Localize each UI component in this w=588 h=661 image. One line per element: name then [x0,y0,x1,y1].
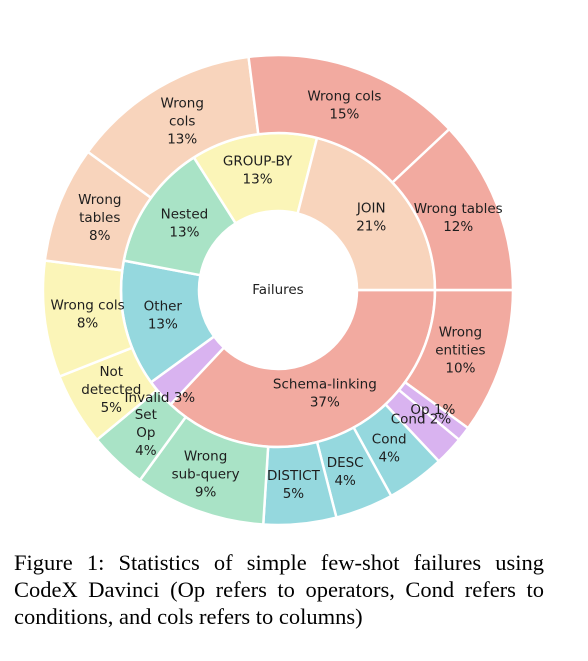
outer-op-1-pct: Op 1% [410,402,455,418]
center-label: Failures [252,282,303,298]
outer-not-detected-5-label: detected [81,382,141,398]
outer-desc-4-pct: 4% [334,473,356,489]
segment-labels: Schema-linking 37% Invalid 3% Other 13% Neste… [50,89,502,503]
outer-wrong-entities-10-label: entities [435,343,485,359]
outer-wrong-tables-8-pct: 8% [89,228,111,244]
outer-wrong-sub-query-9-pct: 9% [195,484,217,500]
inner-nested-13-label: Nested [161,207,209,223]
outer-wrong-tables-12-label: Wrong tables [414,201,503,217]
inner-group-by-13-label: GROUP-BY [223,153,293,169]
inner-schema-linking-37-pct: 37% [310,394,340,410]
outer-distict-5-label: DISTICT [267,468,321,484]
outer-set-op-4-label: Op [136,425,155,441]
outer-wrong-cols-13-pct: 13% [167,131,197,147]
outer-not-detected-5-pct: 5% [101,400,123,416]
outer-wrong-cols-8-label: Wrong cols [50,298,124,314]
outer-cond-4-label: Cond [372,432,407,448]
outer-distict-5-pct: 5% [283,486,305,502]
outer-wrong-tables-8-label: Wrong [78,192,121,208]
figure-caption: Figure 1: Statistics of simple few-shot … [14,550,544,629]
outer-ring [41,53,515,527]
outer-wrong-tables-12-segment [390,127,515,292]
outer-wrong-tables-8-label: tables [79,210,120,226]
inner-invalid-3-pct: Invalid 3% [125,390,196,406]
outer-wrong-tables-12-pct: 12% [443,219,473,235]
outer-wrong-entities-10-label: Wrong [439,325,482,341]
inner-group-by-13-pct: 13% [243,171,273,187]
outer-wrong-cols-15-pct: 15% [329,107,359,123]
outer-wrong-cols-13-label: cols [169,113,195,129]
inner-other-13-label: Other [144,299,183,315]
outer-cond-4-pct: 4% [378,450,400,466]
outer-wrong-cols-8-pct: 8% [77,316,99,332]
sunburst-chart: Schema-linking 37% Invalid 3% Other 13% Neste… [41,53,515,527]
outer-wrong-entities-10-pct: 10% [445,361,475,377]
outer-wrong-sub-query-9-label: Wrong [184,448,227,464]
outer-wrong-sub-query-9-label: sub-query [172,466,240,482]
inner-join-21-label: JOIN [356,201,386,217]
inner-other-13-pct: 13% [148,317,178,333]
outer-cond-2-pct: Cond 2% [391,412,452,428]
inner-join-21-pct: 21% [356,219,386,235]
outer-set-op-4-pct: 4% [135,443,157,459]
inner-schema-linking-37-label: Schema-linking [273,376,377,392]
inner-nested-13-pct: 13% [169,225,199,241]
outer-not-detected-5-label: Not [99,364,123,380]
outer-wrong-cols-13-label: Wrong [161,95,204,111]
outer-wrong-cols-15-label: Wrong cols [307,89,381,105]
outer-set-op-4-label: Set [135,407,157,423]
outer-desc-4-label: DESC [327,455,364,471]
